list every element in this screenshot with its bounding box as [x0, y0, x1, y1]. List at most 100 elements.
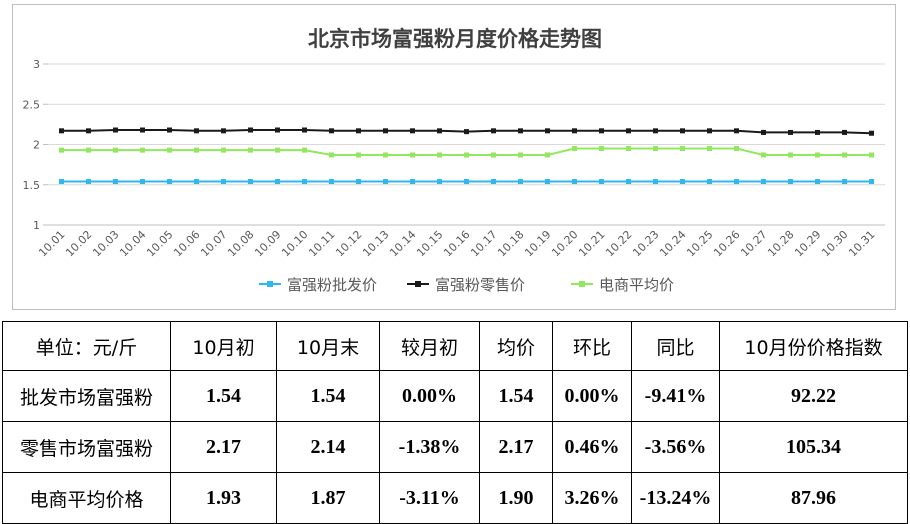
legend-swatch-marker: [579, 281, 585, 287]
table-cell: -3.56%: [631, 421, 720, 473]
legend-entry: 富强粉零售价: [435, 276, 525, 294]
x-tick-label: 10.09: [252, 228, 283, 259]
data-point: [113, 127, 118, 133]
table-header-cell: 环比: [552, 321, 632, 371]
table-cell: -9.41%: [631, 370, 720, 422]
x-tick-label: 10.27: [738, 228, 769, 259]
data-point: [302, 127, 307, 133]
data-point: [410, 128, 415, 134]
data-point: [653, 179, 658, 185]
table-cell: 2.17: [479, 421, 553, 473]
x-tick-label: 10.20: [549, 228, 580, 259]
table-cell: 3.26%: [552, 472, 632, 524]
y-tick-label: 2: [33, 139, 40, 152]
data-point: [167, 147, 172, 153]
table-cell: 0.46%: [552, 421, 632, 473]
data-point: [842, 152, 847, 158]
data-point: [113, 147, 118, 153]
data-point: [383, 128, 388, 134]
table-header-cell: 单位：元/斤: [2, 321, 171, 371]
table-header-cell: 均价: [479, 321, 553, 371]
table-cell: 87.96: [719, 472, 908, 524]
data-point: [572, 179, 577, 185]
table-header-row: 单位：元/斤 10月初 10月末 较月初 均价 环比 同比 10月份价格指数: [2, 321, 908, 371]
data-point: [464, 152, 469, 158]
data-point: [86, 128, 91, 134]
y-tick-label: 1: [33, 219, 40, 232]
data-point: [572, 146, 577, 152]
x-tick-label: 10.04: [117, 228, 148, 259]
data-point: [680, 128, 685, 134]
x-tick-label: 10.17: [468, 228, 499, 259]
legend-entry: 富强粉批发价: [287, 276, 377, 294]
data-point: [545, 152, 550, 158]
data-point: [86, 179, 91, 185]
table-cell: 0.00%: [379, 370, 480, 422]
data-point: [491, 179, 496, 185]
data-point: [410, 179, 415, 185]
data-point: [653, 128, 658, 134]
data-point: [464, 129, 469, 135]
data-point: [329, 152, 334, 158]
data-point: [788, 152, 793, 158]
data-point: [329, 128, 334, 134]
data-point: [599, 146, 604, 152]
data-point: [86, 147, 91, 153]
data-point: [167, 179, 172, 185]
data-point: [653, 146, 658, 152]
data-point: [356, 152, 361, 158]
data-point: [275, 127, 280, 133]
data-point: [356, 128, 361, 134]
x-tick-label: 10.23: [630, 228, 661, 259]
table-header-cell: 10月末: [276, 321, 380, 371]
data-point: [626, 128, 631, 134]
row-label: 批发市场富强粉: [2, 370, 171, 422]
data-point: [815, 179, 820, 185]
legend-entry: 电商平均价: [599, 276, 674, 294]
x-tick-label: 10.30: [819, 228, 850, 259]
data-point: [599, 179, 604, 185]
data-point: [221, 147, 226, 153]
data-point: [518, 128, 523, 134]
data-point: [707, 146, 712, 152]
x-tick-label: 10.31: [846, 228, 877, 259]
table-header-cell: 10月初: [170, 321, 277, 371]
data-point: [59, 147, 64, 153]
data-point: [194, 128, 199, 134]
x-tick-label: 10.26: [711, 228, 742, 259]
x-tick-label: 10.12: [333, 228, 364, 259]
table-cell: 0.00%: [552, 370, 632, 422]
line-chart: 11.522.5310.0110.0210.0310.0410.0510.061…: [23, 58, 885, 294]
data-point: [788, 129, 793, 135]
x-tick-label: 10.10: [279, 228, 310, 259]
data-point: [59, 179, 64, 185]
y-tick-label: 2.5: [23, 98, 41, 111]
data-point: [140, 127, 145, 133]
data-point: [437, 128, 442, 134]
x-tick-label: 10.22: [603, 228, 634, 259]
data-point: [842, 129, 847, 135]
data-point: [545, 179, 550, 185]
table-cell: 1.54: [276, 370, 380, 422]
data-point: [221, 128, 226, 134]
data-point: [869, 152, 874, 158]
data-point: [329, 179, 334, 185]
data-point: [113, 179, 118, 185]
table-cell: 92.22: [719, 370, 908, 422]
table-cell: 1.93: [170, 472, 277, 524]
data-point: [437, 152, 442, 158]
x-tick-label: 10.03: [90, 228, 121, 259]
row-label: 电商平均价格: [2, 472, 171, 524]
table-header-cell: 较月初: [379, 321, 480, 371]
data-point: [437, 179, 442, 185]
table-cell: 105.34: [719, 421, 908, 473]
data-point: [383, 179, 388, 185]
x-tick-label: 10.15: [414, 228, 445, 259]
x-tick-label: 10.07: [198, 228, 229, 259]
x-tick-label: 10.08: [225, 228, 256, 259]
data-point: [302, 147, 307, 153]
table-cell: 2.17: [170, 421, 277, 473]
data-point: [869, 179, 874, 185]
x-tick-label: 10.02: [63, 228, 94, 259]
data-point: [626, 179, 631, 185]
